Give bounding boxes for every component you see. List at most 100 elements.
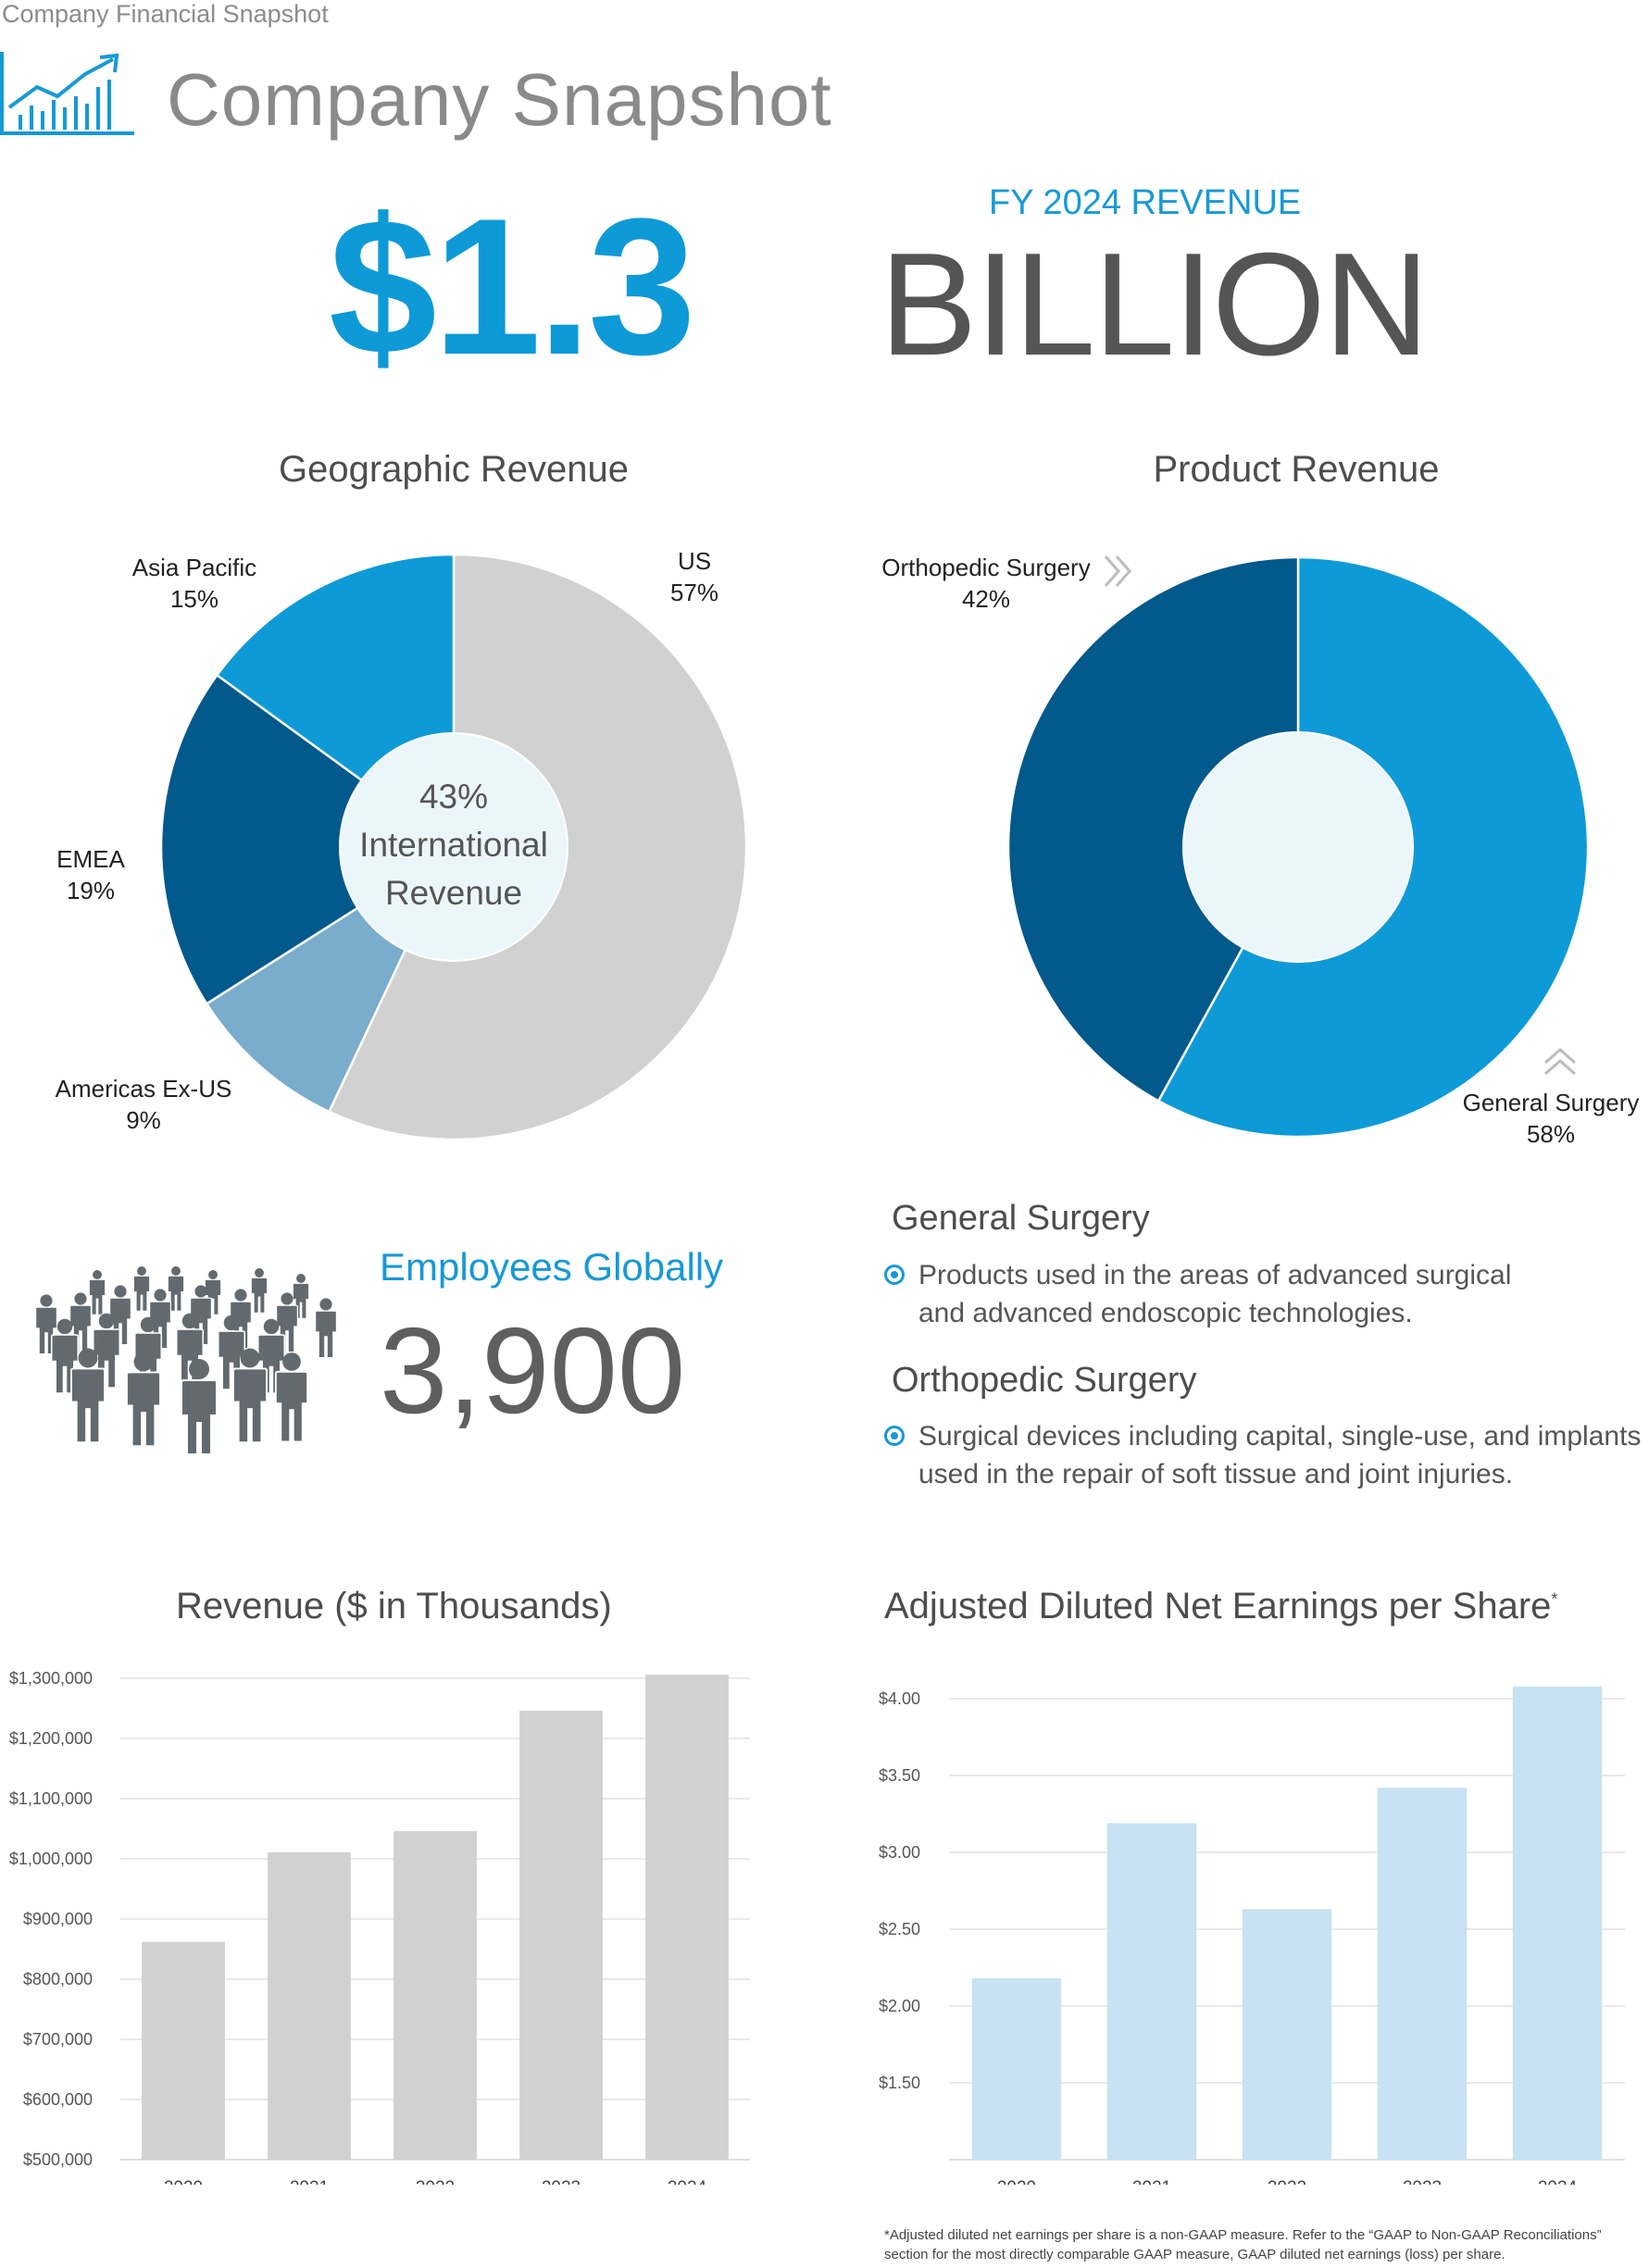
- revenue-ytick-label: $700,000: [23, 2030, 93, 2049]
- geo-label-us: US 57%: [648, 546, 741, 609]
- prod-label-general: General Surgery 58%: [1454, 1088, 1648, 1151]
- bar-chart-trend-icon: [0, 52, 134, 135]
- top-label: Company Financial Snapshot: [2, 0, 329, 28]
- person-figure: [181, 1359, 218, 1453]
- revenue-xtick-label: 2021: [290, 2178, 329, 2185]
- page-title: Company Snapshot: [167, 58, 832, 141]
- geo-pie-chart: [159, 553, 748, 1141]
- revenue-bar-2020: [142, 1941, 225, 2160]
- person-figure: [167, 1266, 185, 1312]
- revenue-bar-2022: [394, 1831, 477, 2160]
- eps-xtick-label: 2023: [1403, 2178, 1442, 2185]
- person-figure: [69, 1348, 106, 1444]
- revenue-ytick-label: $900,000: [23, 1910, 93, 1928]
- double-chevron-up-icon: [1544, 1048, 1576, 1076]
- geo-center-hole: [339, 732, 568, 962]
- eps-xtick-label: 2022: [1268, 2178, 1306, 2185]
- eps-xtick-label: 2024: [1538, 2178, 1578, 2185]
- eps-chart-title-text: Adjusted Diluted Net Earnings per Share: [884, 1586, 1552, 1626]
- geo-label-emea-name: EMEA: [56, 845, 125, 873]
- prod-center-hole: [1182, 731, 1414, 963]
- segment-ortho-line2: used in the repair of soft tissue and jo…: [918, 1459, 1514, 1490]
- footnote: *Adjusted diluted net earnings per share…: [884, 2225, 1643, 2264]
- person-figure: [231, 1348, 269, 1444]
- person-figure: [275, 1292, 299, 1353]
- eps-bar-2022: [1242, 1909, 1332, 2160]
- eps-ytick-label: $2.50: [879, 1920, 920, 1938]
- revenue-chart-title: Revenue ($ in Thousands): [176, 1586, 612, 1626]
- eps-bar-2023: [1377, 1788, 1468, 2160]
- product-chart-title: Product Revenue: [1153, 449, 1440, 490]
- geo-label-americas-value: 9%: [126, 1105, 161, 1134]
- eps-bar-chart: $1.50 $2.00 $2.50 $3.00 $3.50 $4.00 2020 2021 20…: [879, 1686, 1625, 2185]
- geo-center-text: 43% International Revenue: [315, 773, 593, 916]
- geo-center-line3: Revenue: [384, 873, 523, 912]
- revenue-bar-2021: [268, 1851, 351, 2160]
- revenue-ytick-label: $500,000: [23, 2150, 93, 2169]
- prod-label-ortho-name: Orthopedic Surgery: [881, 554, 1091, 581]
- segment-ortho-heading: Orthopedic Surgery: [892, 1361, 1197, 1400]
- footnote-line1: *Adjusted diluted net earnings per share…: [884, 2227, 1602, 2243]
- revenue-ytick-label: $1,000,000: [9, 1850, 93, 1868]
- person-figure: [314, 1298, 338, 1359]
- geo-label-americas-name: Americas Ex-US: [55, 1075, 232, 1103]
- prod-label-ortho-value: 42%: [961, 584, 1011, 613]
- geo-label-asia: Asia Pacific 15%: [111, 553, 278, 616]
- revenue-ytick-label: $1,300,000: [9, 1669, 93, 1688]
- bullet-icon: [884, 1426, 905, 1446]
- eps-ytick-label: $2.00: [879, 1997, 920, 2015]
- geo-chart-title: Geographic Revenue: [278, 449, 630, 490]
- geo-center-percent: 43%: [418, 778, 489, 816]
- revenue-unit: BILLION: [880, 223, 1430, 386]
- revenue-ytick-label: $1,200,000: [9, 1729, 93, 1748]
- eps-bar-2021: [1106, 1823, 1197, 2160]
- eps-xtick-label: 2020: [997, 2178, 1036, 2185]
- eps-chart-title: Adjusted Diluted Net Earnings per Share*: [884, 1586, 1557, 1627]
- eps-ytick-label: $4.00: [879, 1689, 920, 1708]
- segment-general-heading: General Surgery: [892, 1199, 1150, 1238]
- geo-center-line2: International: [359, 825, 548, 864]
- prod-label-general-name: General Surgery: [1462, 1089, 1640, 1116]
- person-figure: [125, 1352, 162, 1448]
- eps-ytick-label: $1.50: [879, 2074, 920, 2092]
- employees-label: Employees Globally: [380, 1245, 724, 1289]
- person-figure: [250, 1268, 269, 1314]
- employees-value: 3,900: [380, 1302, 686, 1439]
- person-figure: [274, 1352, 309, 1443]
- bullet-icon: [884, 1265, 905, 1285]
- geo-label-us-name: US: [677, 547, 712, 575]
- segment-general-line1: Products used in the areas of advanced s…: [918, 1260, 1512, 1290]
- eps-title-mark: *: [1551, 1589, 1558, 1609]
- revenue-xtick-label: 2023: [542, 2178, 581, 2185]
- segment-ortho-text: Surgical devices including capital, sing…: [918, 1417, 1641, 1494]
- product-pie-chart: [1006, 555, 1590, 1139]
- person-figure: [132, 1266, 151, 1312]
- revenue-bar-2024: [645, 1675, 729, 2160]
- prod-label-ortho: Orthopedic Surgery 42%: [870, 553, 1102, 616]
- geo-label-americas: Americas Ex-US 9%: [37, 1074, 250, 1137]
- prod-label-general-value: 58%: [1526, 1119, 1576, 1148]
- geo-label-emea-value: 19%: [66, 876, 116, 904]
- person-figure: [88, 1270, 106, 1315]
- revenue-xtick-label: 2020: [164, 2178, 203, 2185]
- revenue-ytick-label: $600,000: [23, 2090, 93, 2109]
- geo-label-asia-value: 15%: [169, 584, 219, 613]
- revenue-bar-2023: [519, 1711, 603, 2160]
- geo-label-us-value: 57%: [669, 578, 719, 606]
- segment-general-text: Products used in the areas of advanced s…: [918, 1256, 1511, 1333]
- eps-ytick-label: $3.50: [879, 1766, 920, 1785]
- fy-revenue-label: FY 2024 REVENUE: [989, 183, 1302, 222]
- eps-ytick-label: $3.00: [879, 1843, 920, 1862]
- eps-bar-2020: [971, 1978, 1062, 2160]
- revenue-bar-chart: $500,000 $600,000 $700,000 $800,000 $900,000…: [9, 1669, 750, 2185]
- people-group-icon: [34, 1266, 338, 1453]
- revenue-ytick-label: $1,100,000: [9, 1789, 93, 1808]
- revenue-xtick-label: 2022: [416, 2178, 455, 2185]
- eps-bar-2024: [1512, 1686, 1603, 2160]
- segment-general-line2: and advanced endoscopic technologies.: [918, 1298, 1413, 1329]
- geo-label-asia-name: Asia Pacific: [131, 554, 257, 581]
- prod-slice-orthopedic-surgery: [1006, 555, 1300, 1103]
- revenue-amount: $1.3: [329, 178, 696, 395]
- revenue-ytick-label: $800,000: [23, 1970, 93, 1988]
- revenue-xtick-label: 2024: [668, 2178, 707, 2185]
